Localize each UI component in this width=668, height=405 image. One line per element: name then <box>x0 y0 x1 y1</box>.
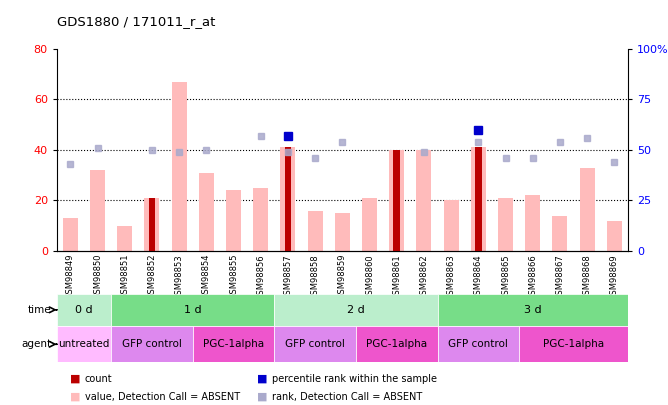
Text: PGC-1alpha: PGC-1alpha <box>543 339 604 349</box>
Text: ■: ■ <box>70 374 81 384</box>
Bar <box>356 326 438 362</box>
Bar <box>118 226 132 251</box>
Text: GDS1880 / 171011_r_at: GDS1880 / 171011_r_at <box>57 15 215 28</box>
Bar <box>57 294 111 326</box>
Text: untreated: untreated <box>58 339 110 349</box>
Bar <box>552 215 567 251</box>
Text: PGC-1alpha: PGC-1alpha <box>366 339 428 349</box>
Text: ■: ■ <box>257 392 268 402</box>
Bar <box>362 198 377 251</box>
Text: value, Detection Call = ABSENT: value, Detection Call = ABSENT <box>85 392 240 402</box>
Text: ■: ■ <box>257 374 268 384</box>
Bar <box>525 196 540 251</box>
Text: PGC-1alpha: PGC-1alpha <box>203 339 264 349</box>
Text: GFP control: GFP control <box>122 339 182 349</box>
Bar <box>63 218 78 251</box>
Bar <box>389 150 404 251</box>
Bar <box>438 294 628 326</box>
Bar <box>607 221 622 251</box>
Text: 1 d: 1 d <box>184 305 202 315</box>
Bar <box>475 147 482 251</box>
Text: GFP control: GFP control <box>285 339 345 349</box>
Bar <box>275 294 438 326</box>
Bar <box>444 200 459 251</box>
Text: agent: agent <box>21 339 51 349</box>
Text: time: time <box>27 305 51 315</box>
Bar <box>580 168 595 251</box>
Bar <box>471 147 486 251</box>
Text: GFP control: GFP control <box>448 339 508 349</box>
Bar <box>199 173 214 251</box>
Bar <box>519 326 628 362</box>
Bar <box>393 150 400 251</box>
Bar <box>308 211 323 251</box>
Bar <box>281 147 295 251</box>
Bar <box>148 198 156 251</box>
Bar <box>285 147 291 251</box>
Bar <box>144 198 160 251</box>
Bar <box>438 326 519 362</box>
Bar <box>90 170 105 251</box>
Bar <box>275 326 356 362</box>
Bar <box>57 326 111 362</box>
Text: rank, Detection Call = ABSENT: rank, Detection Call = ABSENT <box>272 392 422 402</box>
Bar <box>253 188 269 251</box>
Bar <box>111 326 193 362</box>
Text: 0 d: 0 d <box>75 305 93 315</box>
Bar <box>416 150 432 251</box>
Bar <box>226 190 241 251</box>
Text: 2 d: 2 d <box>347 305 365 315</box>
Bar <box>498 198 513 251</box>
Text: ■: ■ <box>70 392 81 402</box>
Text: count: count <box>85 374 112 384</box>
Text: 3 d: 3 d <box>524 305 542 315</box>
Bar <box>193 326 275 362</box>
Bar <box>172 81 186 251</box>
Bar <box>335 213 350 251</box>
Text: percentile rank within the sample: percentile rank within the sample <box>272 374 437 384</box>
Bar <box>111 294 275 326</box>
